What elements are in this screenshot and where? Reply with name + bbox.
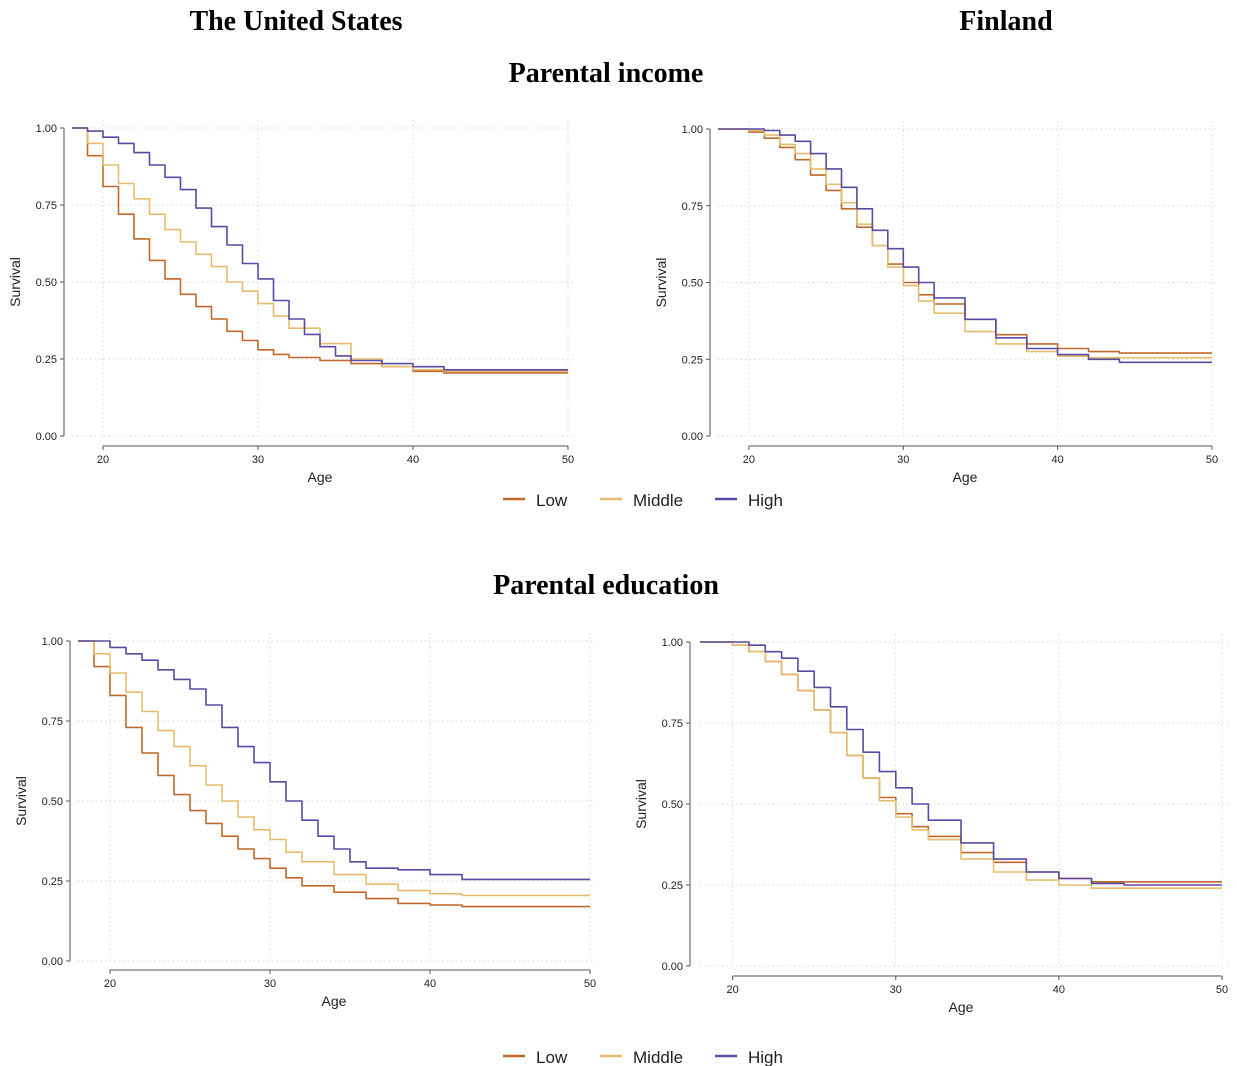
y-axis-label: Survival — [13, 776, 29, 826]
x-tick-label: 50 — [584, 978, 596, 990]
x-tick-label: 20 — [104, 978, 116, 990]
legend-label-high: High — [748, 1048, 783, 1066]
series-line-middle — [700, 641, 1222, 889]
series-line-middle — [78, 640, 590, 897]
x-tick-label: 40 — [407, 454, 419, 466]
x-tick-label: 20 — [743, 454, 755, 466]
x-tick-label: 20 — [727, 984, 739, 996]
series-line-high — [72, 127, 568, 371]
y-tick-label: 0.00 — [42, 956, 63, 968]
legend-label-low: Low — [536, 1048, 568, 1066]
y-axis-label: Survival — [653, 258, 669, 308]
y-tick-label: 1.00 — [36, 123, 57, 135]
y-tick-label: 0.75 — [36, 200, 57, 212]
legend-label-low: Low — [536, 491, 568, 510]
y-tick-label: 1.00 — [42, 636, 63, 648]
column-title-finland: Finland — [959, 6, 1053, 37]
legend-label-high: High — [748, 491, 783, 510]
legend-label-middle: Middle — [633, 1048, 683, 1066]
y-tick-label: 0.00 — [682, 431, 703, 443]
x-axis-label: Age — [953, 469, 978, 485]
x-axis-label: Age — [322, 993, 347, 1009]
series-line-middle — [718, 128, 1212, 359]
y-tick-label: 0.25 — [682, 354, 703, 366]
x-tick-label: 50 — [1206, 454, 1218, 466]
y-tick-label: 0.75 — [42, 716, 63, 728]
x-tick-label: 50 — [562, 454, 574, 466]
y-tick-label: 0.25 — [42, 876, 63, 888]
legend-label-middle: Middle — [633, 491, 683, 510]
x-tick-label: 40 — [1052, 454, 1064, 466]
y-tick-label: 0.50 — [42, 796, 63, 808]
y-tick-label: 0.00 — [36, 431, 57, 443]
y-tick-label: 0.50 — [682, 278, 703, 290]
column-title-us: The United States — [189, 6, 403, 37]
y-axis-label: Survival — [7, 257, 23, 307]
y-tick-label: 0.25 — [662, 880, 683, 892]
section-title-income: Parental income — [508, 58, 704, 89]
series-line-high — [700, 641, 1222, 886]
x-tick-label: 40 — [424, 978, 436, 990]
y-tick-label: 1.00 — [662, 637, 683, 649]
y-tick-label: 0.75 — [662, 718, 683, 730]
x-tick-label: 30 — [252, 454, 264, 466]
y-tick-label: 0.50 — [36, 277, 57, 289]
x-tick-label: 30 — [264, 978, 276, 990]
x-axis-label: Age — [949, 999, 974, 1015]
series-line-low — [78, 640, 590, 908]
x-tick-label: 20 — [97, 454, 109, 466]
x-tick-label: 30 — [890, 984, 902, 996]
series-line-high — [78, 640, 590, 881]
x-tick-label: 50 — [1216, 984, 1228, 996]
section-title-education: Parental education — [493, 570, 719, 601]
x-tick-label: 40 — [1053, 984, 1065, 996]
y-tick-label: 0.75 — [682, 201, 703, 213]
x-tick-label: 30 — [897, 454, 909, 466]
y-tick-label: 0.50 — [662, 799, 683, 811]
y-tick-label: 0.25 — [36, 354, 57, 366]
y-axis-label: Survival — [633, 779, 649, 829]
x-axis-label: Age — [308, 469, 333, 485]
y-tick-label: 0.00 — [662, 961, 683, 973]
y-tick-label: 1.00 — [682, 124, 703, 136]
series-line-high — [718, 128, 1212, 364]
